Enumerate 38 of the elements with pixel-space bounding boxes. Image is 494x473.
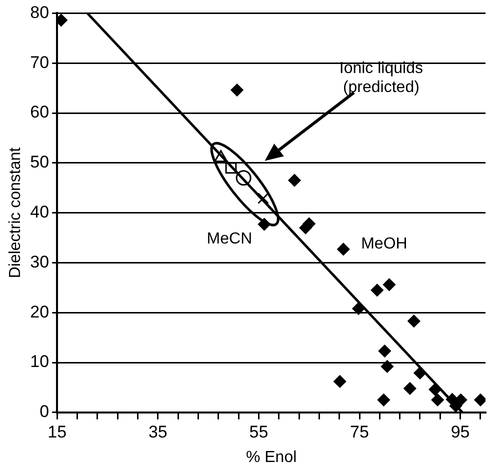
- y-tick-label: 20: [30, 302, 50, 322]
- annotation: Ionic liquids (predicted): [339, 60, 423, 96]
- y-tick-label: 10: [30, 352, 50, 372]
- point: [414, 366, 426, 380]
- x-tick-label: 15: [48, 422, 67, 442]
- point: [377, 394, 390, 406]
- point: [352, 302, 365, 315]
- y-tick-label: 50: [30, 152, 50, 172]
- point: [258, 192, 269, 204]
- point: [370, 284, 384, 296]
- point: [378, 344, 391, 358]
- y-tick-label: 70: [30, 52, 50, 72]
- x-axis-title: % Enol: [246, 448, 297, 466]
- annotation: MeOH: [361, 236, 408, 253]
- point: [404, 382, 416, 395]
- point: [431, 394, 444, 406]
- point: [230, 84, 244, 96]
- y-tick-label: 0: [40, 402, 50, 422]
- y-axis-title: Dielectric constant: [7, 146, 24, 278]
- x-tick-label: 95: [450, 422, 470, 442]
- point: [334, 375, 346, 388]
- point: [288, 174, 301, 187]
- annotation: MeCN: [206, 230, 252, 248]
- y-tick-label: 40: [30, 202, 50, 222]
- x-tick-label: 75: [350, 422, 369, 442]
- point: [236, 170, 252, 186]
- y-tick-label: 30: [30, 252, 50, 272]
- point: [337, 242, 350, 256]
- point: [474, 394, 486, 406]
- x-tick-label: 35: [148, 422, 168, 442]
- y-tick-label: 80: [30, 2, 50, 22]
- point: [225, 162, 237, 174]
- point: [428, 383, 442, 396]
- y-tick-label: 60: [30, 102, 50, 122]
- x-tick-label: 55: [249, 422, 268, 442]
- point: [408, 314, 420, 328]
- point: [382, 278, 396, 291]
- point: [380, 360, 394, 373]
